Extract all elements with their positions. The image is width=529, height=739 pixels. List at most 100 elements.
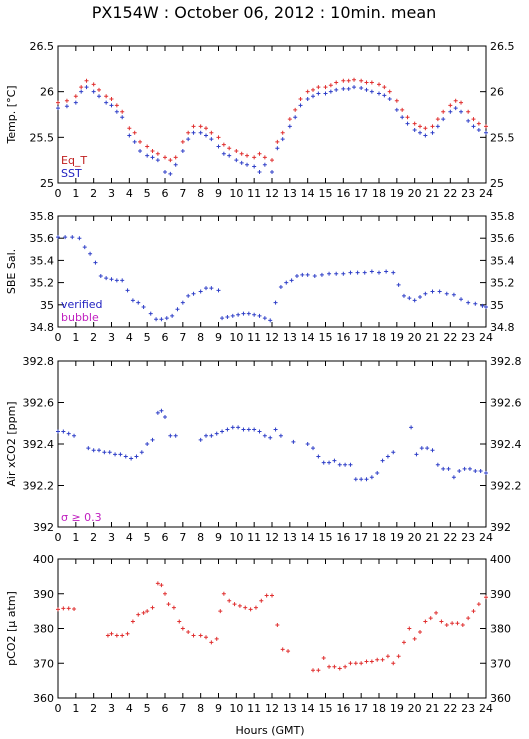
data-point — [227, 146, 232, 151]
x-tick-label: 4 — [126, 531, 133, 544]
data-point — [316, 91, 321, 96]
data-point — [362, 270, 367, 275]
y-tick-label-right: 35.8 — [490, 210, 515, 223]
data-point — [248, 607, 253, 612]
data-point — [79, 85, 84, 90]
data-point — [327, 664, 332, 669]
y-tick-label: 26.5 — [30, 40, 55, 53]
data-point — [127, 133, 132, 138]
data-point — [163, 155, 167, 160]
y-tick-label: 26 — [40, 86, 54, 99]
data-point — [407, 626, 412, 631]
data-point — [473, 301, 478, 306]
data-point — [444, 291, 449, 296]
data-point — [246, 311, 251, 316]
data-point — [321, 460, 326, 465]
data-point — [384, 269, 389, 274]
data-point — [130, 298, 135, 303]
data-point — [305, 442, 310, 446]
plot-frame — [57, 558, 487, 699]
data-point — [127, 126, 132, 131]
data-point — [262, 162, 267, 167]
x-tick-label: 18 — [372, 702, 386, 715]
x-tick-label: 14 — [301, 331, 315, 344]
data-point — [332, 664, 337, 669]
data-point — [198, 633, 203, 638]
x-tick-label: 24 — [479, 331, 493, 344]
data-point — [369, 80, 374, 85]
data-point — [109, 103, 114, 108]
data-point — [312, 273, 317, 278]
x-tick-label: 23 — [461, 187, 475, 200]
x-tick-label: 13 — [283, 331, 297, 344]
data-point — [377, 82, 381, 87]
x-tick-label: 21 — [426, 531, 440, 544]
data-point — [204, 433, 209, 438]
y-tick-label-right: 35.4 — [490, 254, 515, 267]
data-point — [270, 593, 274, 598]
x-tick-label: 4 — [126, 702, 133, 715]
x-tick-label: 6 — [162, 187, 169, 200]
data-point — [346, 86, 351, 91]
y-tick-label: 400 — [33, 553, 54, 566]
y-tick-label: 360 — [33, 692, 54, 705]
data-point — [97, 448, 102, 453]
data-point — [291, 439, 296, 444]
data-point — [104, 94, 109, 99]
data-point — [239, 151, 244, 156]
data-point — [419, 446, 424, 451]
data-point — [84, 78, 89, 83]
data-point — [380, 458, 385, 463]
data-point — [168, 433, 173, 438]
y-tick-label-right: 370 — [490, 657, 511, 670]
y-tick-label: 370 — [33, 657, 54, 670]
data-point — [441, 466, 446, 471]
data-point — [82, 245, 87, 250]
data-point — [369, 89, 374, 94]
y-tick-label-right: 392.2 — [490, 480, 522, 493]
data-point — [221, 591, 226, 596]
data-point — [450, 621, 455, 626]
data-point — [478, 468, 483, 473]
data-point — [145, 153, 150, 158]
data-point — [198, 289, 203, 294]
data-point — [138, 139, 143, 144]
data-point — [394, 98, 399, 103]
data-point — [401, 640, 406, 645]
data-point — [334, 87, 339, 92]
data-point — [125, 288, 130, 293]
data-point — [191, 130, 196, 135]
data-point — [166, 602, 171, 607]
y-tick-label-right: 26 — [490, 86, 504, 99]
data-point — [430, 448, 435, 453]
data-point — [278, 285, 283, 290]
x-tick-label: 14 — [301, 187, 315, 200]
data-point — [56, 106, 60, 111]
y-tick-label: 35 — [40, 299, 54, 312]
data-point — [434, 610, 439, 615]
x-tick-label: 17 — [354, 531, 368, 544]
series-SST — [56, 85, 488, 176]
data-point — [400, 115, 405, 120]
data-point — [155, 158, 160, 163]
data-point — [287, 117, 292, 122]
y-axis-label: pCO2 [µ atm] — [5, 591, 18, 666]
data-point — [467, 466, 472, 471]
x-tick-label: 10 — [229, 702, 243, 715]
data-point — [171, 605, 176, 610]
data-point — [476, 128, 481, 133]
y-tick-label: 392.8 — [23, 355, 55, 368]
data-point — [173, 155, 178, 160]
data-point — [262, 155, 267, 160]
data-point — [134, 454, 139, 459]
data-point — [471, 117, 476, 122]
x-tick-label: 18 — [372, 331, 386, 344]
x-tick-label: 14 — [301, 702, 315, 715]
data-point — [311, 94, 316, 99]
x-tick-label: 0 — [55, 331, 62, 344]
x-tick-label: 12 — [265, 531, 279, 544]
data-point — [125, 631, 130, 636]
data-point — [455, 621, 460, 626]
data-point — [275, 146, 280, 151]
